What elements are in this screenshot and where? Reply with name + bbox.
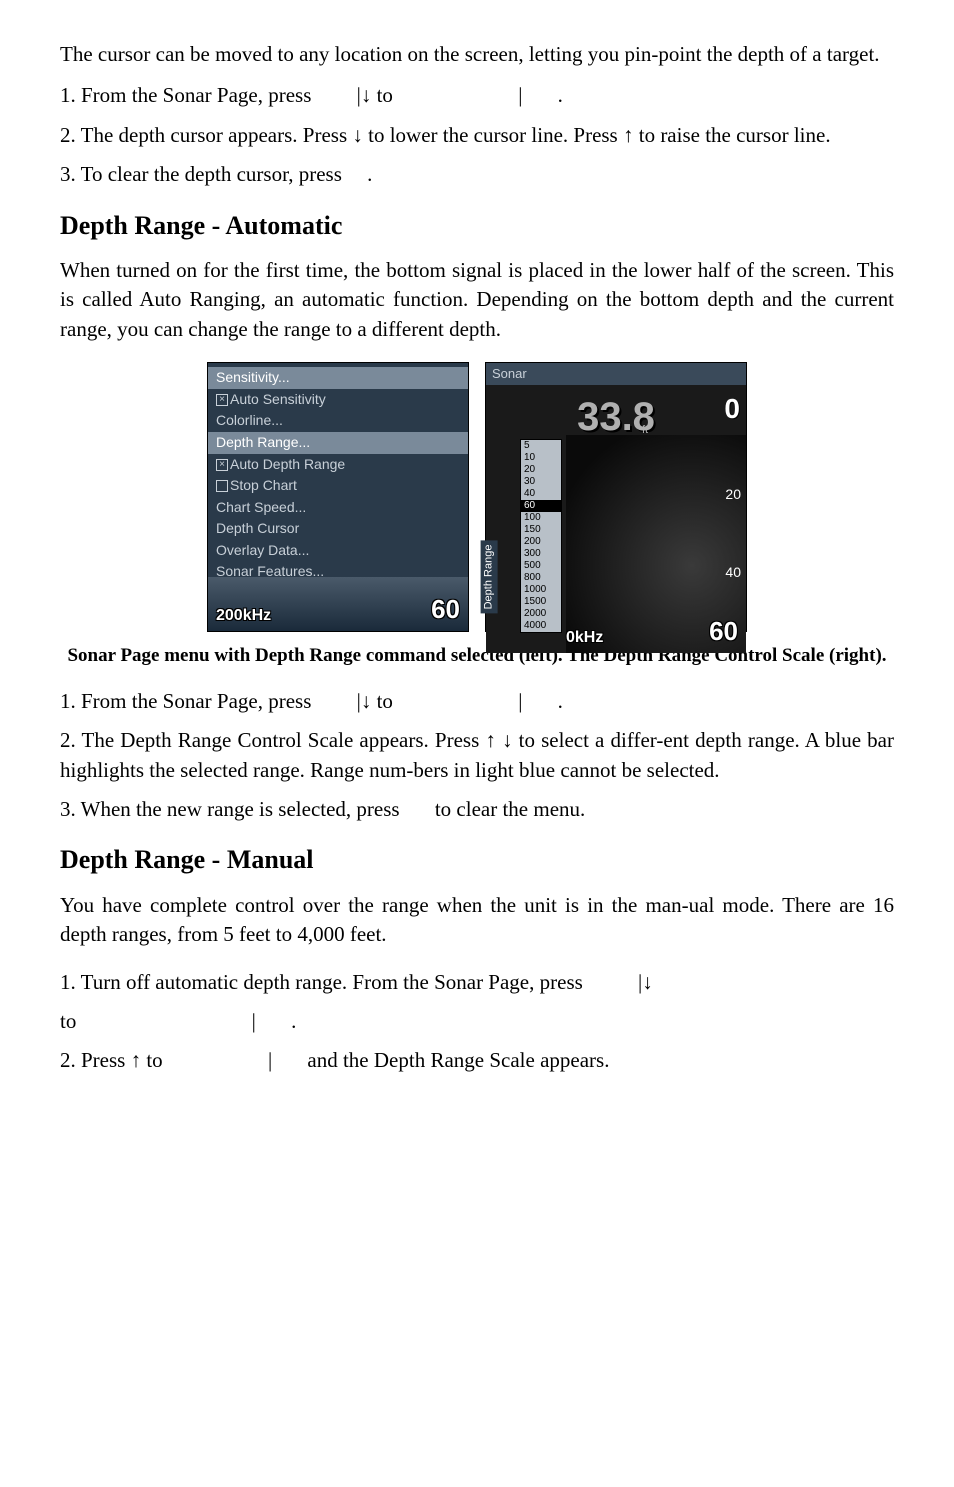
intro-step1-a: 1. From the Sonar Page, press <box>60 83 317 107</box>
intro-step3-dot: . <box>367 162 372 186</box>
manual-step1-d: | <box>252 1009 256 1033</box>
depth-range-option[interactable]: 2000 <box>521 608 561 620</box>
big-60-right: 60 <box>709 613 738 649</box>
depth-range-option[interactable]: 60 <box>521 500 561 512</box>
auto-step-2: 2. The Depth Range Control Scale appears… <box>60 726 894 785</box>
auto-step1-d: . <box>558 689 563 713</box>
intro-paragraph: The cursor can be moved to any location … <box>60 40 894 69</box>
intro-step1-d: . <box>558 83 563 107</box>
menu-item-label: Depth Range... <box>216 434 310 450</box>
menu-item-label: Auto Depth Range <box>230 456 345 472</box>
khz-label-left: 200kHz <box>216 605 271 627</box>
depth-range-option[interactable]: 200 <box>521 536 561 548</box>
manual-step2-b: | <box>268 1048 272 1072</box>
depth-zero: 0 <box>724 389 740 428</box>
menu-item[interactable]: Overlay Data... <box>208 540 468 562</box>
depth-range-option[interactable]: 30 <box>521 476 561 488</box>
auto-step3-b: to clear the menu. <box>435 797 585 821</box>
manual-step1-c: to <box>60 1009 82 1033</box>
screen-bottom-left: 200kHz 60 <box>208 577 468 631</box>
menu-item-label: Stop Chart <box>230 477 297 493</box>
intro-step-3: 3. To clear the depth cursor, press . <box>60 160 894 189</box>
menu-item-label: Chart Speed... <box>216 499 306 515</box>
manual-step1-b: |↓ <box>638 970 653 994</box>
depth-range-option[interactable]: 800 <box>521 572 561 584</box>
depth-range-option[interactable]: 40 <box>521 488 561 500</box>
auto-step1-b: |↓ to <box>357 689 399 713</box>
sonar-depth-screenshot: Sonar 33.8 0 ft 510203040601001502003005… <box>485 362 747 632</box>
menu-item[interactable]: Depth Range... <box>208 432 468 454</box>
checkbox-icon[interactable] <box>216 480 228 492</box>
depth-range-option[interactable]: 100 <box>521 512 561 524</box>
depth-range-scale[interactable]: 5102030406010015020030050080010001500200… <box>520 439 562 633</box>
menu-item-label: Overlay Data... <box>216 542 309 558</box>
auto-step-1: 1. From the Sonar Page, press |↓ to | . <box>60 687 894 716</box>
menu-item[interactable]: ×Auto Depth Range <box>208 454 468 476</box>
depth-range-option[interactable]: 1500 <box>521 596 561 608</box>
figure-caption: Sonar Page menu with Depth Range command… <box>60 644 894 669</box>
menu-item[interactable]: Chart Speed... <box>208 497 468 519</box>
depth-range-option[interactable]: 150 <box>521 524 561 536</box>
manual-step-1-line2: to | . <box>60 1007 894 1036</box>
intro-step1-c: | <box>518 83 522 107</box>
right-bottom-bar: 0kHz 60 <box>566 613 738 649</box>
intro-step3-text: 3. To clear the depth cursor, press <box>60 162 347 186</box>
menu-item[interactable]: Stop Chart <box>208 475 468 497</box>
khz-label-right: 0kHz <box>566 627 603 649</box>
auto-paragraph: When turned on for the first time, the b… <box>60 256 894 344</box>
manual-step2-c: and the Depth Range Scale appears. <box>307 1048 609 1072</box>
menu-item[interactable]: Colorline... <box>208 410 468 432</box>
manual-heading: Depth Range - Manual <box>60 842 894 878</box>
auto-heading: Depth Range - Automatic <box>60 208 894 244</box>
auto-step1-c: | <box>518 689 522 713</box>
intro-step-2: 2. The depth cursor appears. Press ↓ to … <box>60 121 894 150</box>
menu-item-label: Auto Sensitivity <box>230 391 326 407</box>
sonar-scale-40: 40 <box>725 563 741 583</box>
manual-step-1: 1. Turn off automatic depth range. From … <box>60 968 894 997</box>
menu-item[interactable]: Depth Cursor <box>208 518 468 540</box>
depth-range-option[interactable]: 20 <box>521 464 561 476</box>
manual-step1-e: . <box>291 1009 296 1033</box>
intro-step-1: 1. From the Sonar Page, press |↓ to | . <box>60 81 894 110</box>
auto-step3-a: 3. When the new range is selected, press <box>60 797 405 821</box>
sonar-menu-screenshot: Sensitivity...×Auto SensitivityColorline… <box>207 362 469 632</box>
manual-step2-a: 2. Press ↑ to <box>60 1048 168 1072</box>
depth-range-option[interactable]: 500 <box>521 560 561 572</box>
depth-range-side-label: Depth Range <box>481 540 498 613</box>
menu-item-label: Colorline... <box>216 412 283 428</box>
checkbox-icon[interactable]: × <box>216 394 228 406</box>
menu-item-label: Depth Cursor <box>216 520 299 536</box>
big-60-left: 60 <box>431 591 460 627</box>
menu-item[interactable]: Sensitivity... <box>208 367 468 389</box>
depth-range-option[interactable]: 1000 <box>521 584 561 596</box>
figure-area: Sensitivity...×Auto SensitivityColorline… <box>60 362 894 632</box>
checkbox-icon[interactable]: × <box>216 459 228 471</box>
depth-range-option[interactable]: 5 <box>521 440 561 452</box>
auto-step-3: 3. When the new range is selected, press… <box>60 795 894 824</box>
sonar-title-bar: Sonar <box>486 363 746 385</box>
menu-item[interactable]: ×Auto Sensitivity <box>208 389 468 411</box>
intro-step1-b: |↓ to <box>357 83 399 107</box>
menu-item-label: Sensitivity... <box>216 369 290 385</box>
depth-range-option[interactable]: 10 <box>521 452 561 464</box>
manual-step-2: 2. Press ↑ to | and the Depth Range Scal… <box>60 1046 894 1075</box>
depth-range-option[interactable]: 4000 <box>521 620 561 632</box>
sonar-scale-20: 20 <box>725 485 741 505</box>
auto-step1-a: 1. From the Sonar Page, press <box>60 689 317 713</box>
manual-paragraph: You have complete control over the range… <box>60 891 894 950</box>
manual-step1-a: 1. Turn off automatic depth range. From … <box>60 970 588 994</box>
sonar-display: 33.8 0 ft 510203040601001502003005008001… <box>486 385 746 653</box>
depth-range-option[interactable]: 300 <box>521 548 561 560</box>
